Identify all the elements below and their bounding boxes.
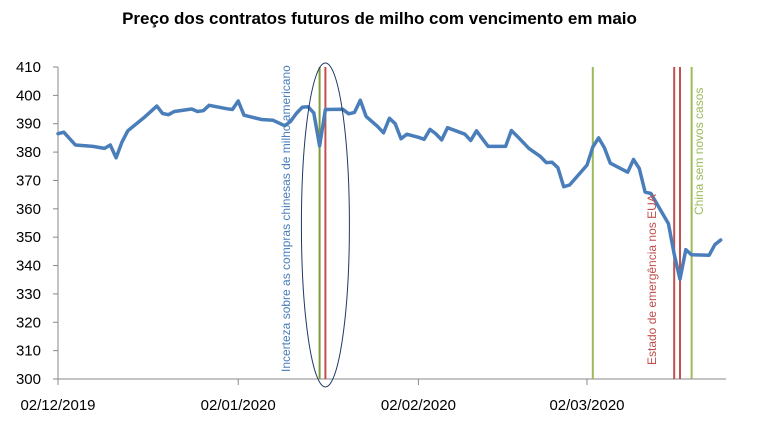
y-axis: 300 310 320 330 340 350 360 370 380 390 400 410 — [16, 59, 59, 388]
y-tick-label: 360 — [16, 201, 41, 218]
y-tick-label: 390 — [16, 116, 41, 133]
x-tick-label: 02/01/2020 — [201, 397, 276, 414]
y-tick-label: 330 — [16, 286, 41, 303]
y-tick-label: 410 — [16, 59, 41, 76]
y-tick-label: 320 — [16, 314, 41, 331]
chart-title: Preço dos contratos futuros de milho com… — [122, 9, 637, 28]
y-tick-label: 400 — [16, 87, 41, 104]
annotation-label: Incerteza sobre as compras chinesas de m… — [279, 65, 293, 372]
y-tick-label: 350 — [16, 229, 41, 246]
x-axis: 02/12/2019 02/01/2020 02/02/2020 02/03/2020 — [20, 378, 726, 414]
annotation-label: China sem novos casos — [692, 88, 706, 215]
annotations: Incerteza sobre as compras chinesas de m… — [279, 62, 706, 388]
annotation-label: Estado de emergência nos EUA — [645, 194, 659, 365]
y-tick-label: 300 — [16, 371, 41, 388]
x-tick-label: 02/03/2020 — [549, 397, 624, 414]
y-tick-label: 310 — [16, 343, 41, 360]
x-tick-label: 02/02/2020 — [381, 397, 456, 414]
y-tick-label: 370 — [16, 172, 41, 189]
series-group — [56, 98, 723, 281]
event-lines — [318, 67, 693, 379]
series-line — [56, 98, 723, 281]
y-tick-label: 340 — [16, 258, 41, 275]
y-tick-label: 380 — [16, 144, 41, 161]
x-tick-label: 02/12/2019 — [20, 397, 95, 414]
highlight-ellipse — [300, 62, 350, 388]
